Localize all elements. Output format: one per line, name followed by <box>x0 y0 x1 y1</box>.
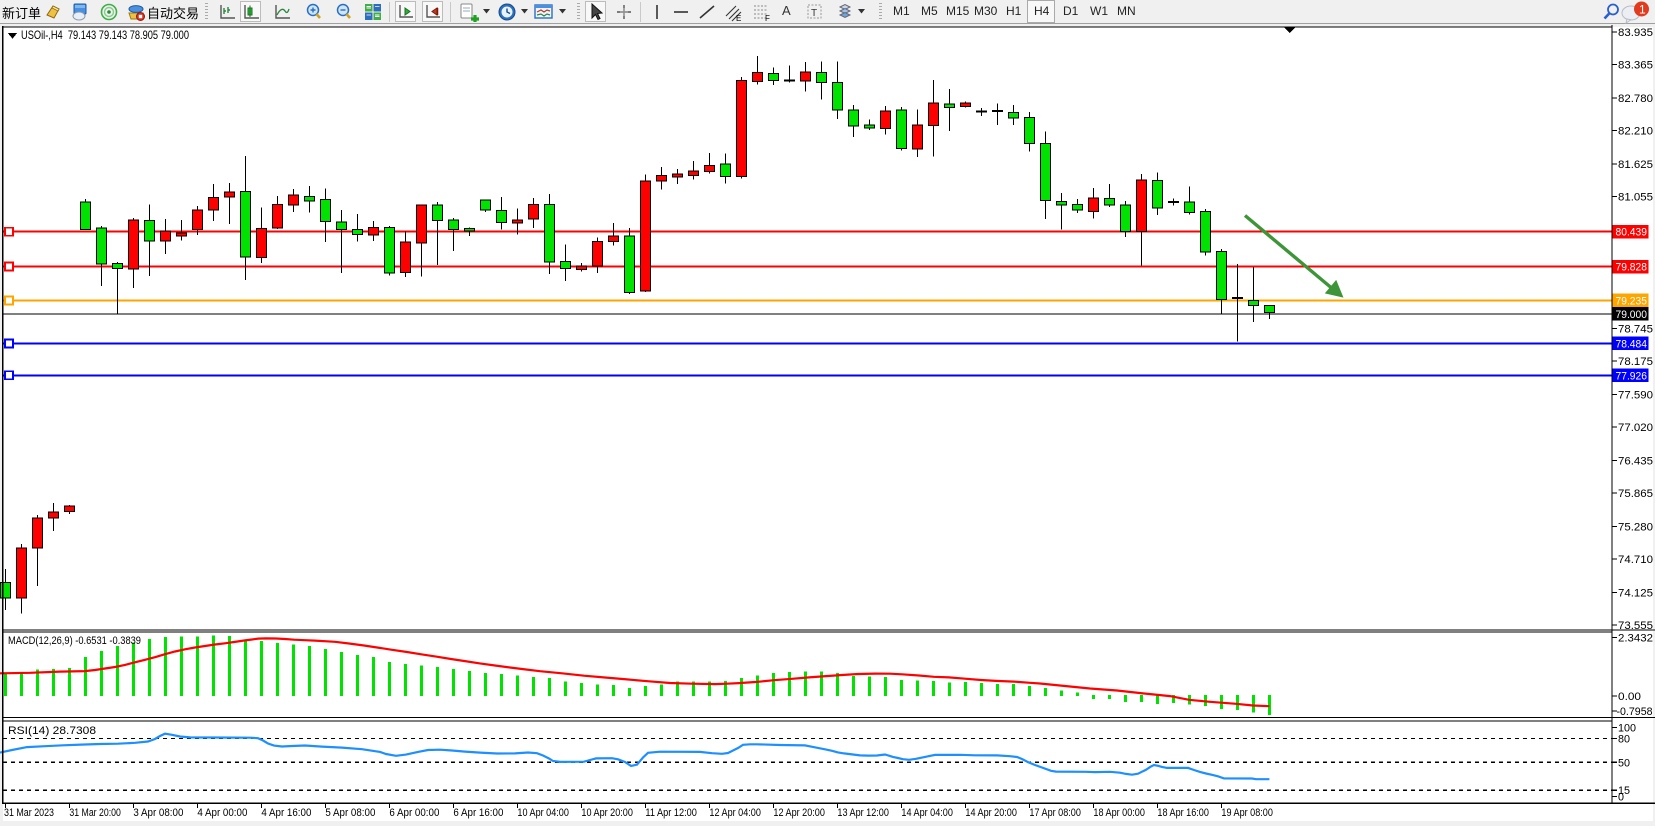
svg-text:100: 100 <box>1618 723 1636 735</box>
svg-text:78.175: 78.175 <box>1618 356 1653 368</box>
svg-text:F: F <box>765 14 770 22</box>
svg-text:12 Apr 20:00: 12 Apr 20:00 <box>773 807 825 819</box>
svg-text:14 Apr 04:00: 14 Apr 04:00 <box>901 807 953 819</box>
svg-text:0.00: 0.00 <box>1618 691 1641 703</box>
svg-text:5 Apr 08:00: 5 Apr 08:00 <box>325 807 375 819</box>
svg-text:79.828: 79.828 <box>1616 262 1648 274</box>
svg-text:RSI(14) 28.7308: RSI(14) 28.7308 <box>8 725 96 737</box>
svg-text:T: T <box>811 8 817 19</box>
svg-text:77.020: 77.020 <box>1618 422 1653 434</box>
svg-text:4 Apr 00:00: 4 Apr 00:00 <box>197 807 247 819</box>
svg-text:18 Apr 16:00: 18 Apr 16:00 <box>1157 807 1209 819</box>
svg-text:17 Apr 08:00: 17 Apr 08:00 <box>1029 807 1081 819</box>
svg-text:74.125: 74.125 <box>1618 587 1653 599</box>
svg-text:76.435: 76.435 <box>1618 456 1653 468</box>
svg-text:3 Apr 08:00: 3 Apr 08:00 <box>133 807 183 819</box>
svg-text:0: 0 <box>1618 792 1624 804</box>
svg-text:81.055: 81.055 <box>1618 192 1653 204</box>
svg-text:80: 80 <box>1618 733 1630 745</box>
svg-text:1: 1 <box>1639 3 1646 17</box>
svg-text:E: E <box>736 14 741 22</box>
svg-text:18 Apr 00:00: 18 Apr 00:00 <box>1093 807 1145 819</box>
svg-text:-0.7958: -0.7958 <box>1617 706 1653 718</box>
svg-text:79.000: 79.000 <box>1616 309 1648 321</box>
svg-text:77.590: 77.590 <box>1618 390 1653 402</box>
svg-text:15: 15 <box>1618 785 1630 797</box>
svg-text:78.484: 78.484 <box>1616 338 1648 350</box>
svg-text:82.210: 82.210 <box>1618 126 1653 138</box>
svg-text:USOil-,H4 79.143 79.143 78.90: USOil-,H4 79.143 79.143 78.905 79.000 <box>21 28 189 42</box>
svg-text:11 Apr 12:00: 11 Apr 12:00 <box>645 807 697 819</box>
svg-text:79.235: 79.235 <box>1616 296 1648 308</box>
svg-text:4 Apr 16:00: 4 Apr 16:00 <box>261 807 311 819</box>
svg-text:75.865: 75.865 <box>1618 488 1653 500</box>
svg-text:81.625: 81.625 <box>1618 159 1653 171</box>
svg-text:13 Apr 12:00: 13 Apr 12:00 <box>837 807 889 819</box>
svg-text:75.280: 75.280 <box>1618 521 1653 533</box>
svg-text:12 Apr 04:00: 12 Apr 04:00 <box>709 807 761 819</box>
svg-text:14 Apr 20:00: 14 Apr 20:00 <box>965 807 1017 819</box>
svg-text:10 Apr 20:00: 10 Apr 20:00 <box>581 807 633 819</box>
svg-text:83.365: 83.365 <box>1618 60 1653 72</box>
svg-text:74.710: 74.710 <box>1618 554 1653 566</box>
svg-text:77.926: 77.926 <box>1616 370 1648 382</box>
svg-text:6 Apr 00:00: 6 Apr 00:00 <box>389 807 439 819</box>
svg-text:10 Apr 04:00: 10 Apr 04:00 <box>517 807 569 819</box>
svg-text:78.745: 78.745 <box>1618 324 1653 336</box>
svg-text:73.555: 73.555 <box>1618 620 1653 632</box>
svg-text:MACD(12,26,9) -0.6531 -0.3839: MACD(12,26,9) -0.6531 -0.3839 <box>8 635 141 647</box>
svg-text:80.439: 80.439 <box>1616 227 1648 239</box>
svg-text:31 Mar 20:00: 31 Mar 20:00 <box>69 807 121 819</box>
svg-text:2.3432: 2.3432 <box>1618 633 1653 645</box>
svg-text:6 Apr 16:00: 6 Apr 16:00 <box>453 807 503 819</box>
svg-text:83.935: 83.935 <box>1618 27 1653 39</box>
svg-text:31 Mar 2023: 31 Mar 2023 <box>4 807 54 819</box>
svg-text:50: 50 <box>1618 757 1630 769</box>
svg-text:19 Apr 08:00: 19 Apr 08:00 <box>1221 807 1273 819</box>
svg-text:82.780: 82.780 <box>1618 93 1653 105</box>
